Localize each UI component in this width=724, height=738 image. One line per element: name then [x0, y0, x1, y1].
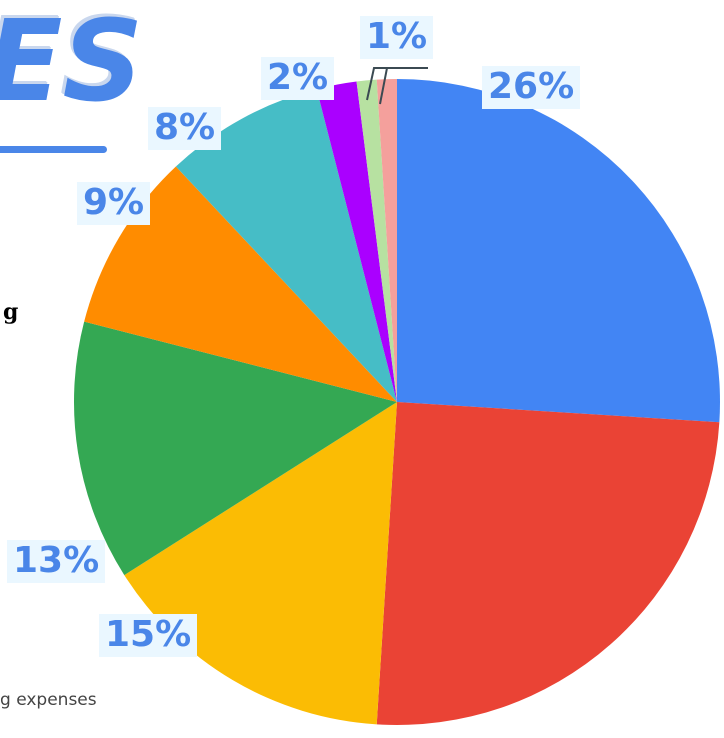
title-underline [0, 146, 107, 153]
chart-title-fragment: ES [0, 0, 144, 127]
pie-slice-6 [316, 81, 397, 403]
pie-slice-0 [397, 79, 720, 423]
slice-label-1: 1% [360, 16, 434, 59]
pie-slice-7 [356, 79, 397, 402]
slice-label-8: 8% [148, 107, 222, 150]
pie-slice-3 [74, 321, 397, 576]
pie-slice-8 [376, 79, 397, 402]
leader-line-2 [379, 67, 428, 105]
slice-label-13: 13% [7, 540, 106, 583]
footnote: g expenses [0, 690, 97, 710]
slice-label-9: 9% [77, 182, 151, 225]
slice-label-2: 2% [261, 57, 335, 100]
slice-label-15: 15% [99, 614, 198, 657]
pie-slice-5 [175, 89, 397, 403]
pie-slice-4 [84, 166, 398, 402]
side-text-fragment: g [3, 299, 19, 325]
pie-slice-1 [376, 402, 720, 725]
slice-label-26: 26% [482, 66, 581, 109]
